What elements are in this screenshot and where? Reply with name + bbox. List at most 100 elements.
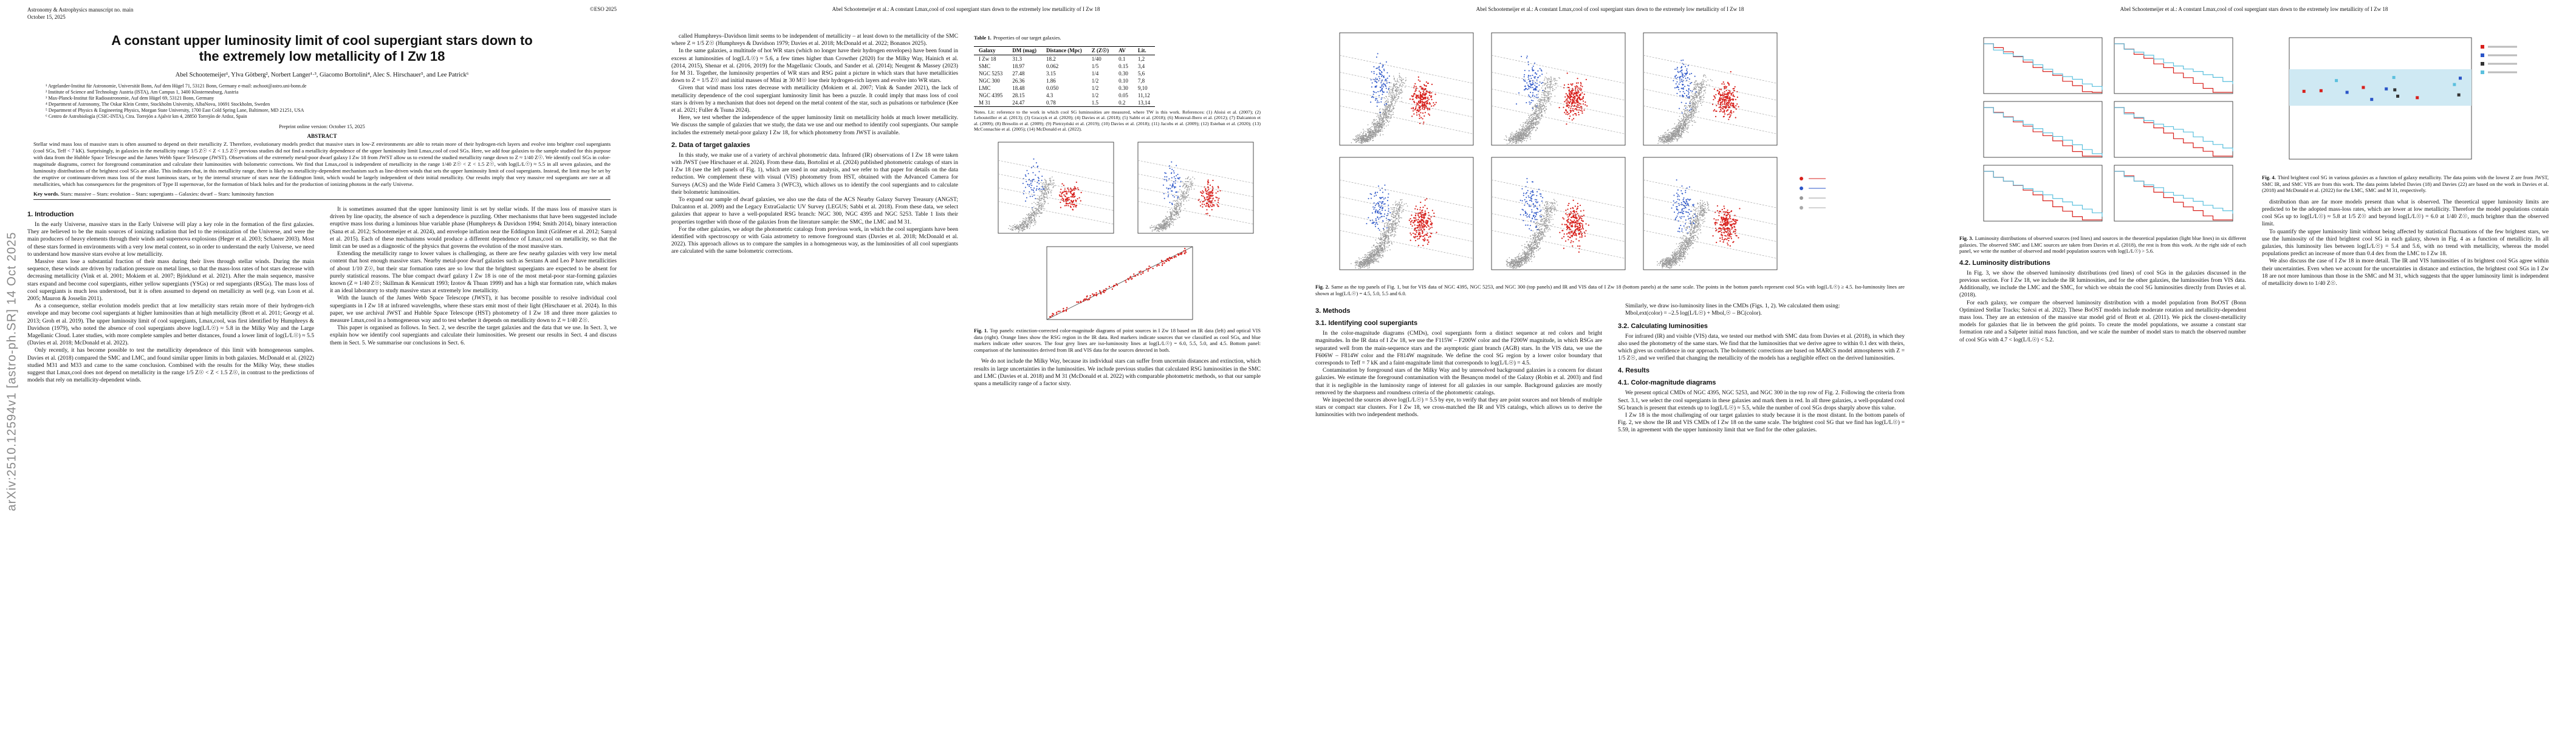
table-cell: NGC 4395 [979, 92, 1003, 98]
decorative-point [1041, 190, 1043, 192]
decorative-point [1378, 67, 1380, 69]
decorative-point [1385, 111, 1386, 112]
decorative-point [1023, 190, 1025, 192]
decorative-point [1177, 202, 1179, 204]
decorative-point [1177, 212, 1179, 214]
decorative-point [1396, 97, 1397, 98]
decorative-point [1043, 204, 1044, 206]
decorative-point [1401, 82, 1402, 84]
decorative-point [1569, 98, 1571, 100]
decorative-point [1049, 189, 1050, 191]
decorative-point [1205, 213, 1207, 214]
decorative-point [1379, 69, 1380, 70]
decorative-point [1063, 200, 1065, 202]
decorative-point [1399, 94, 1400, 95]
decorative-point [1679, 120, 1680, 122]
decorative-point [1020, 225, 1022, 227]
decorative-point [1065, 190, 1067, 192]
decorative-point [1071, 194, 1073, 196]
decorative-point [1025, 219, 1026, 220]
table-cell: 1/4 [1091, 70, 1099, 77]
decorative-point [1392, 92, 1394, 93]
decorative-point [1569, 115, 1571, 117]
decorative-point [1038, 211, 1040, 212]
decorative-point [1691, 95, 1693, 97]
decorative-point [1372, 119, 1374, 121]
decorative-point [1571, 119, 1573, 121]
decorative-point [1012, 228, 1013, 230]
decorative-point [1685, 127, 1687, 128]
decorative-point [1584, 101, 1586, 103]
decorative-point [1402, 79, 1403, 81]
decorative-point [1398, 96, 1400, 97]
decorative-point [1702, 83, 1704, 84]
decorative-point [1375, 132, 1377, 134]
decorative-point [1693, 111, 1694, 112]
decorative-point [1383, 118, 1384, 120]
decorative-point [1663, 140, 1665, 142]
decorative-point [1690, 106, 1692, 108]
decorative-point [1041, 205, 1043, 206]
decorative-point [1431, 98, 1433, 100]
table-cell: 1.86 [1046, 77, 1056, 84]
decorative-point [1382, 91, 1384, 93]
decorative-point [1194, 178, 1196, 180]
decorative-point [1667, 138, 1669, 140]
decorative-point [1391, 89, 1392, 91]
decorative-point [1426, 108, 1428, 109]
decorative-point [1512, 137, 1514, 138]
authors: Abel Schootemeijer¹, Ylva Götberg², Norb… [175, 72, 469, 78]
decorative-point [1395, 99, 1397, 101]
decorative-point [1686, 119, 1688, 121]
decorative-point [1513, 136, 1515, 137]
decorative-point [1398, 97, 1399, 99]
decorative-point [1069, 205, 1072, 207]
decorative-point [1376, 81, 1378, 83]
decorative-point [1176, 202, 1177, 204]
decorative-point [1674, 134, 1675, 135]
decorative-point [1549, 86, 1551, 87]
decorative-point [1168, 194, 1170, 196]
decorative-point [1078, 301, 1080, 303]
decorative-point [1046, 189, 1048, 191]
decorative-point [1675, 133, 1676, 135]
column-header: Z (Z☉) [1091, 47, 1109, 53]
decorative-point [1523, 134, 1524, 136]
decorative-point [1173, 200, 1175, 201]
iso-line [1137, 187, 1254, 211]
decorative-point [1513, 140, 1514, 142]
paragraph: In this study, we make use of a variety … [671, 151, 958, 196]
table-cell: 18.2 [1046, 55, 1056, 62]
decorative-point [1394, 87, 1396, 89]
decorative-point [1568, 117, 1571, 120]
decorative-point [1684, 112, 1685, 114]
decorative-point [1365, 134, 1366, 136]
decorative-point [1383, 125, 1385, 127]
header-right: ©ESO 2025 [589, 6, 617, 12]
decorative-point [1394, 103, 1396, 104]
decorative-point [1172, 183, 1174, 185]
decorative-point [1413, 95, 1414, 97]
decorative-point [1405, 77, 1406, 78]
decorative-point [1523, 129, 1524, 131]
decorative-point [1547, 98, 1549, 100]
decorative-point [1520, 137, 1522, 139]
decorative-point [1528, 122, 1530, 123]
decorative-point [1075, 204, 1078, 207]
decorative-point [1537, 91, 1539, 92]
decorative-point [1428, 102, 1431, 104]
decorative-point [1691, 113, 1693, 115]
decorative-point [1212, 187, 1214, 189]
abstract-heading: ABSTRACT [307, 133, 337, 139]
decorative-point [1532, 110, 1533, 111]
decorative-point [1509, 137, 1511, 138]
decorative-point [1383, 123, 1385, 125]
decorative-point [1179, 253, 1182, 255]
decorative-point [1163, 228, 1165, 230]
decorative-point [1098, 290, 1101, 292]
decorative-point [1528, 118, 1530, 120]
decorative-point [1549, 87, 1551, 89]
decorative-point [1388, 75, 1390, 77]
decorative-point [1066, 202, 1067, 204]
decorative-point [1527, 61, 1529, 63]
